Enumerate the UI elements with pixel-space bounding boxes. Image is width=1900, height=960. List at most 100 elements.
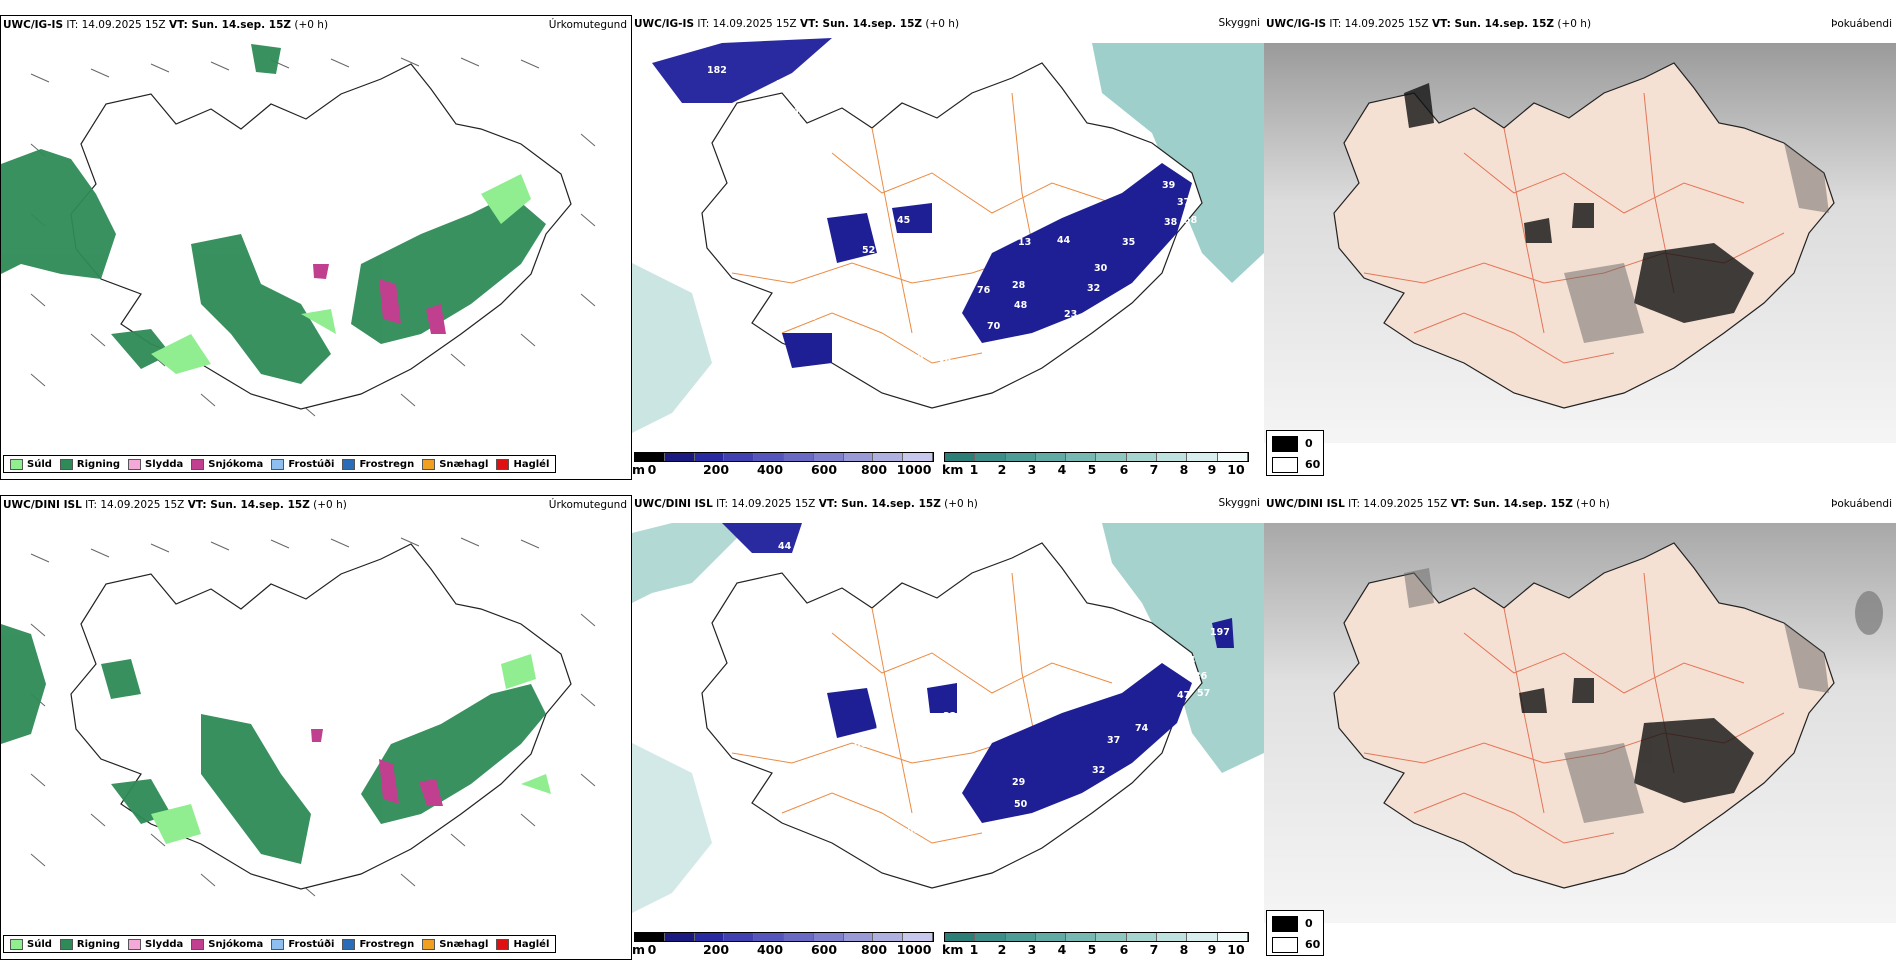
cloud-base-label: 58 [1184, 215, 1198, 226]
cloud-base-label: 100 [792, 130, 812, 141]
cloud-base-label: 76 [977, 285, 991, 296]
legend-swatch [10, 458, 23, 470]
colorbar-unit: km [942, 462, 964, 477]
colorbar-gradient [944, 932, 1249, 942]
precip-legend: Súld Rigning Slydda Snjókoma Frostúði Fr… [3, 455, 557, 473]
legend-swatch [342, 938, 356, 950]
panel-header: UWC/IG-IS IT: 14.09.2025 15Z VT: Sun. 14… [3, 19, 329, 31]
fog-legend-label: 0 [1305, 437, 1313, 450]
cloud-map: 182 48 61 100 45 35 50 52 13 44 30 35 39… [632, 38, 1264, 433]
legend-item: Rigning [59, 938, 120, 950]
cloud-base-label: 13 [1018, 237, 1031, 248]
panel-title: Skyggni [1218, 497, 1261, 509]
cloud-base-label: 50 [876, 233, 890, 244]
colorbar-tick: 3 [1027, 462, 1037, 477]
fog-legend: 0 60 [1266, 430, 1324, 476]
legend-item: Frostúði [271, 938, 334, 950]
colorbar-tick: 1 [969, 462, 979, 477]
legend-swatch [342, 458, 356, 470]
legend-swatch [191, 458, 205, 470]
cloud-base-label: 48 [1014, 300, 1028, 311]
colorbar-tick: 9 [1207, 462, 1217, 477]
cloud-base-label: 47 [876, 721, 889, 732]
cloud-base-label: 50 [1014, 799, 1028, 810]
legend-swatch [271, 938, 285, 950]
precip-map [1, 537, 596, 897]
precip-panel-row1: UWC/IG-IS IT: 14.09.2025 15Z VT: Sun. 14… [0, 15, 632, 480]
panel-header: UWC/IG-IS IT: 14.09.2025 15Z VT: Sun. 14… [1266, 18, 1592, 30]
panel-title: Skyggni [1218, 17, 1261, 29]
fog-swatch [1272, 937, 1298, 953]
legend-swatch [59, 458, 73, 470]
cloud-base-label: 32 [943, 711, 956, 722]
colorbar-tick: 0 [647, 462, 657, 477]
cloud-base-label: 37 [1177, 197, 1190, 208]
fog-map [1264, 523, 1896, 923]
cloud-base-label: 39 [911, 863, 924, 874]
cloud-base-label: 24 [1062, 807, 1076, 818]
colorbar-tick: 6 [1119, 462, 1129, 477]
visibility-colorbar: km 1 2 3 4 5 6 7 8 9 10 [942, 932, 1249, 957]
cloud-base-label: 145 [842, 777, 862, 788]
precip-panel-row2: UWC/DINI ISL IT: 14.09.2025 15Z VT: Sun.… [0, 495, 632, 960]
cloud-base-label: 30 [1094, 263, 1108, 274]
legend-item: Snjókoma [191, 938, 263, 950]
cloud-base-label: 32 [1092, 765, 1105, 776]
cloud-base-label: 142 [806, 814, 826, 825]
legend-item: Frostregn [342, 458, 414, 470]
cloud-base-labels: 182 48 61 100 45 35 50 52 13 44 30 35 39… [707, 65, 1198, 368]
cloud-base-label: 44 [778, 541, 792, 552]
cloud-base-label: 32 [1087, 283, 1100, 294]
panel-header: UWC/IG-IS IT: 14.09.2025 15Z VT: Sun. 14… [634, 18, 960, 30]
cloud-base-label: 55 [907, 825, 920, 836]
cloud-map: 44 59 197 34 36 47 57 46 32 47 60 37 74 … [632, 523, 1264, 913]
panel-title: Úrkomutegund [548, 19, 627, 31]
cloud-base-label: 30 [910, 353, 924, 364]
fog-panel-row1: UWC/IG-IS IT: 14.09.2025 15Z VT: Sun. 14… [1264, 15, 1900, 480]
cloud-base-label: 23 [1064, 309, 1077, 320]
fog-legend: 0 60 [1266, 910, 1324, 956]
colorbar-tick: 8 [1179, 462, 1189, 477]
colorbar-tick: 7 [1149, 462, 1159, 477]
cloud-base-label: 37 [1107, 735, 1120, 746]
cloud-base-label: 34 [1182, 655, 1196, 666]
legend-swatch [422, 938, 436, 950]
cloud-base-label: 45 [897, 215, 910, 226]
fog-map [1264, 43, 1896, 443]
cloud-base-label: 59 [787, 567, 800, 578]
colorbar-tick: 200 [702, 462, 730, 477]
legend-swatch [496, 458, 510, 470]
cloud-base-label: 29 [1012, 777, 1025, 788]
colorbar-tick: 400 [756, 462, 784, 477]
iceland-outline [701, 542, 1203, 889]
cloud-base-label: 28 [1012, 280, 1026, 291]
legend-swatch [10, 938, 23, 950]
cloud-panel-row1: UWC/IG-IS IT: 14.09.2025 15Z VT: Sun. 14… [632, 15, 1264, 480]
cloud-base-label: 35 [1122, 237, 1135, 248]
cloud-base-label: 152 [914, 317, 934, 328]
cloud-base-label: 38 [1164, 217, 1178, 228]
cloud-base-label: 37 [1165, 265, 1178, 276]
panel-title: Úrkomutegund [548, 499, 627, 511]
legend-item: Haglél [496, 938, 549, 950]
cloud-base-label: 171 [977, 841, 997, 852]
cloud-base-label: 30 [938, 357, 952, 368]
legend-swatch [59, 938, 73, 950]
cloud-base-colorbar: m 0 200 400 600 800 1000 [632, 452, 934, 477]
legend-item: Snæhagl [422, 458, 488, 470]
cloud-base-label: 74 [1135, 723, 1149, 734]
cloud-base-label: 44 [1057, 235, 1071, 246]
panel-header: UWC/DINI ISL IT: 14.09.2025 15Z VT: Sun.… [1266, 498, 1610, 510]
legend-swatch [128, 458, 142, 470]
panel-header: UWC/DINI ISL IT: 14.09.2025 15Z VT: Sun.… [3, 499, 347, 511]
fog-swatch [1272, 436, 1298, 452]
legend-item: Slydda [128, 458, 183, 470]
colorbar-tick: 800 [860, 462, 888, 477]
legend-item: Slydda [128, 938, 183, 950]
fog-swatch [1272, 457, 1298, 473]
panel-title: Þokuábendi [1831, 498, 1892, 510]
colorbar-tick: 1000 [896, 462, 932, 477]
cloud-base-label: 70 [987, 321, 1001, 332]
cloud-base-label: 46 [892, 705, 906, 716]
colorbar-gradient [634, 932, 934, 942]
